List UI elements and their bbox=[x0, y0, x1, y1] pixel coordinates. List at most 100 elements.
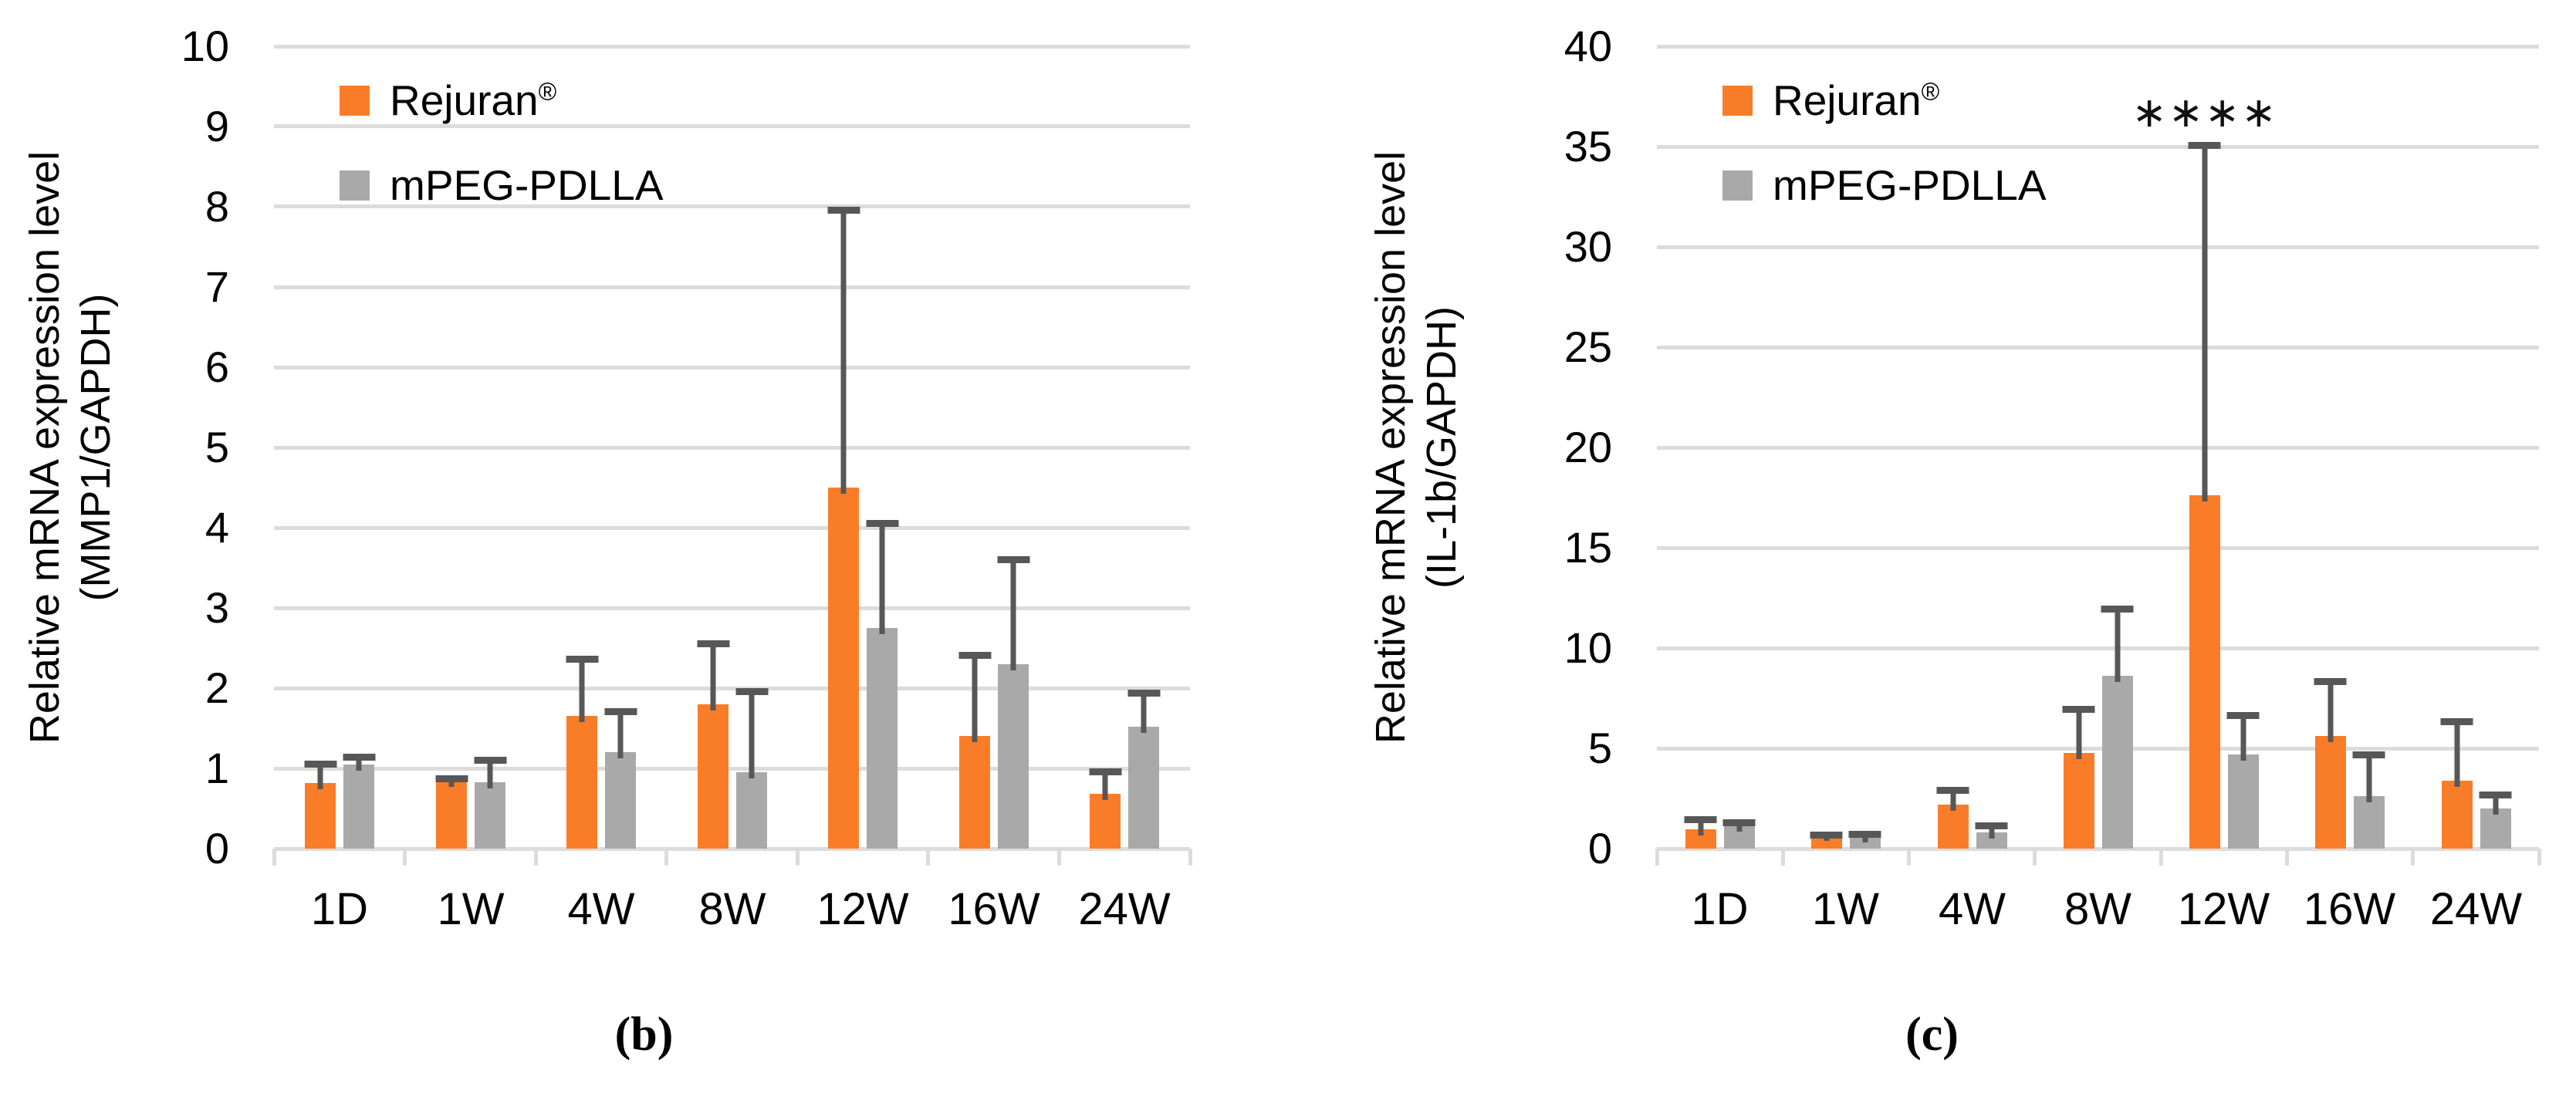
axis-tick bbox=[1655, 849, 1659, 866]
y-tick-label: 7 bbox=[205, 262, 229, 311]
error-bar bbox=[566, 656, 598, 722]
legend-label-mpeg-pdlla: mPEG-PDLLA bbox=[1773, 160, 2047, 209]
error-bar-cap bbox=[2314, 678, 2347, 685]
legend-label-mpeg-pdlla: mPEG-PDLLA bbox=[390, 160, 664, 209]
error-bar-cap bbox=[866, 520, 898, 527]
gridline bbox=[274, 45, 1190, 49]
bar-rejuran--1W bbox=[1810, 832, 1843, 849]
error-bar bbox=[1810, 832, 1843, 841]
y-tick-label: 20 bbox=[1564, 423, 1612, 471]
error-bar-cap bbox=[2479, 792, 2512, 798]
bar-mpeg-pdlla-16W bbox=[997, 556, 1029, 849]
error-bar-cap bbox=[2101, 606, 2134, 613]
y-axis-title: Relative mRNA expression level (IL-1b/GA… bbox=[1365, 46, 1473, 849]
y-tick-label: 9 bbox=[205, 102, 229, 150]
legend-label-rejuran: Rejuran® bbox=[390, 76, 557, 124]
plot-area: Rejuran® mPEG-PDLLA ∗∗∗∗ bbox=[1655, 45, 2541, 866]
error-bar bbox=[435, 775, 468, 787]
gridline bbox=[1657, 446, 2539, 450]
bar-rejuran--4W bbox=[1936, 787, 1969, 849]
error-bar bbox=[2440, 718, 2473, 787]
axis-tick bbox=[796, 849, 800, 866]
axis-tick bbox=[1188, 849, 1192, 866]
gridline bbox=[274, 767, 1190, 771]
panel-caption: (c) bbox=[1905, 1008, 1959, 1061]
bar-rejuran--24W bbox=[2440, 718, 2473, 849]
bar-mpeg-pdlla-1D bbox=[1722, 819, 1756, 849]
error-bar-cap bbox=[1722, 819, 1756, 826]
error-bar-cap bbox=[1975, 822, 2008, 829]
error-bar-cap bbox=[735, 688, 768, 695]
y-tick-label: 6 bbox=[205, 343, 229, 391]
axis-tick bbox=[926, 849, 930, 866]
error-bar-cap bbox=[958, 652, 991, 659]
bar-mpeg-pdlla-24W bbox=[1127, 690, 1160, 849]
bar-rejuran--12W bbox=[827, 207, 860, 849]
error-bar-cap bbox=[1936, 787, 1969, 794]
bar-group-16W bbox=[928, 46, 1060, 849]
y-tick-label: 3 bbox=[205, 583, 229, 632]
significance-annotation: ∗∗∗∗ bbox=[2131, 88, 2278, 137]
legend-item-mpeg-pdlla: mPEG-PDLLA bbox=[340, 160, 664, 210]
bar-mpeg-pdlla-8W bbox=[735, 688, 768, 849]
error-bar bbox=[866, 520, 898, 634]
bar-mpeg-pdlla-16W bbox=[2352, 751, 2385, 849]
error-bar bbox=[827, 207, 860, 494]
bar-group-8W bbox=[2035, 46, 2161, 849]
x-axis-line bbox=[274, 847, 1190, 851]
y-axis-title-line1: Relative mRNA expression level bbox=[1367, 150, 1414, 744]
gridline bbox=[274, 285, 1190, 289]
error-bar bbox=[604, 708, 637, 758]
error-bar-cap bbox=[2352, 751, 2385, 758]
axis-tick bbox=[534, 849, 538, 866]
error-bar-cap bbox=[343, 754, 375, 761]
bar-group-4W bbox=[1909, 46, 2035, 849]
axis-tick bbox=[403, 849, 407, 866]
error-bar bbox=[2352, 751, 2385, 802]
chart-panel-b: Relative mRNA expression level (MMP1/GAP… bbox=[22, 25, 1192, 1061]
error-bar-cap bbox=[304, 761, 336, 768]
registered-trademark-icon: ® bbox=[1921, 77, 1940, 106]
bar-mpeg-pdlla-4W bbox=[1975, 822, 2008, 849]
y-tick-label: 4 bbox=[205, 503, 229, 552]
y-tick-label: 1 bbox=[205, 744, 229, 792]
error-bar-cap bbox=[2062, 706, 2095, 713]
bar-mpeg-pdlla-1W bbox=[1848, 831, 1881, 849]
error-bar bbox=[735, 688, 768, 778]
y-tick-label: 5 bbox=[1587, 724, 1612, 772]
gridline bbox=[1657, 145, 2539, 149]
axis-tick bbox=[664, 849, 668, 866]
axis-tick bbox=[2411, 849, 2415, 866]
error-bar bbox=[2479, 792, 2512, 815]
x-axis-line bbox=[1657, 847, 2539, 851]
x-category-label: 24W bbox=[1078, 884, 1171, 934]
error-bar-cap bbox=[1684, 816, 1717, 823]
legend-item-mpeg-pdlla: mPEG-PDLLA bbox=[1722, 160, 2047, 210]
error-bar bbox=[958, 652, 991, 742]
gridline bbox=[1657, 245, 2539, 249]
y-tick-label: 2 bbox=[205, 663, 229, 712]
error-bar-cap bbox=[1127, 690, 1160, 697]
y-tick-label: 5 bbox=[205, 423, 229, 471]
x-category-label: 4W bbox=[1939, 884, 2006, 934]
bar-rejuran--8W bbox=[697, 640, 729, 849]
x-category-label: 1D bbox=[310, 884, 369, 934]
legend-label-rejuran: Rejuran® bbox=[1773, 76, 1940, 124]
error-bar-cap bbox=[2188, 142, 2221, 149]
y-tick-label: 8 bbox=[205, 182, 229, 231]
bar-rejuran--16W bbox=[2314, 678, 2347, 849]
gridline bbox=[274, 526, 1190, 530]
gridline bbox=[1657, 45, 2539, 49]
bar-mpeg-pdlla-8W bbox=[2101, 606, 2134, 849]
y-tick-label: 35 bbox=[1564, 122, 1612, 170]
error-bar bbox=[1936, 787, 1969, 811]
plot-area: Rejuran® mPEG-PDLLA bbox=[272, 45, 1192, 866]
gridline bbox=[274, 606, 1190, 610]
error-bar bbox=[1975, 822, 2008, 839]
y-axis-title-line2: (MMP1/GAPDH) bbox=[73, 293, 119, 602]
y-tick-label: 15 bbox=[1564, 523, 1612, 572]
bar-rejuran--1D bbox=[304, 761, 336, 849]
bar-mpeg-pdlla-1W bbox=[474, 757, 506, 849]
bar-rejuran--1D bbox=[1684, 816, 1717, 849]
error-bar bbox=[1127, 690, 1160, 733]
